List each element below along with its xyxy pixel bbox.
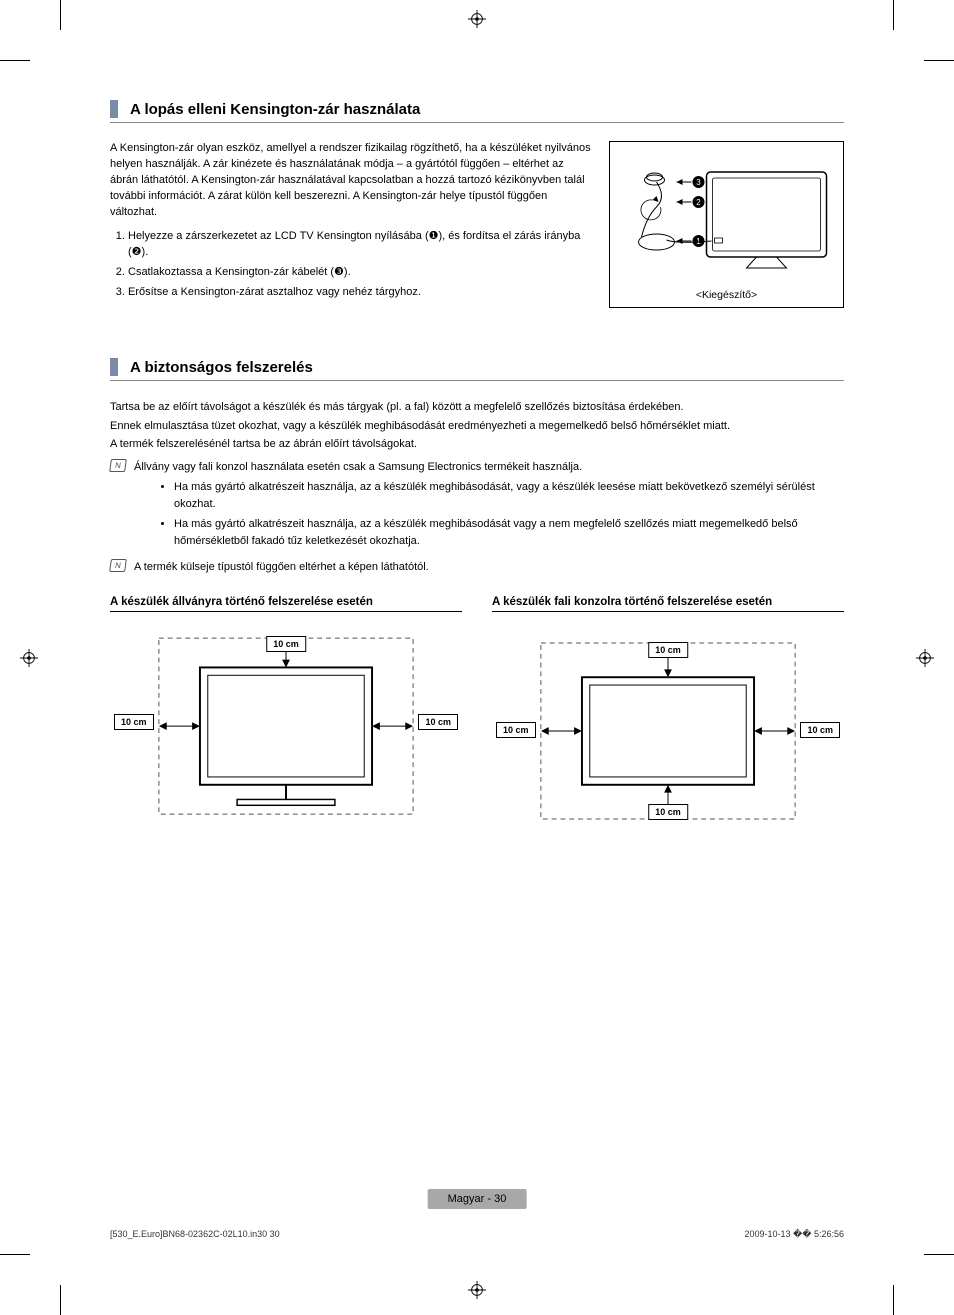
bullet-1: Ha más gyártó alkatrészeit használja, az…: [174, 479, 844, 512]
crop-mark: [893, 0, 894, 30]
section2-p1: Tartsa be az előírt távolságot a készülé…: [110, 399, 844, 416]
note-icon: N: [109, 459, 127, 472]
registration-mark-icon: [916, 649, 934, 667]
kensington-lock-figure: 3 2 1 <Kiegészítő>: [609, 141, 844, 308]
crop-mark: [893, 1285, 894, 1315]
step-3: Erősítse a Kensington-zárat asztalhoz va…: [128, 285, 591, 301]
section2-p3: A termék felszerelésénél tartsa be az áb…: [110, 436, 844, 453]
section-bar-icon: [110, 100, 118, 118]
section1-steps: Helyezze a zárszerkezetet az LCD TV Kens…: [110, 229, 591, 301]
section1-intro: A Kensington-zár olyan eszköz, amellyel …: [110, 141, 591, 221]
doc-footer-right: 2009-10-13 �� 5:26:56: [744, 1229, 844, 1240]
step-2: Csatlakoztassa a Kensington-zár kábelét …: [128, 265, 591, 281]
note-icon: N: [109, 559, 127, 572]
note-row: N Állvány vagy fali konzol használata es…: [110, 459, 844, 554]
dim-label-left: 10 cm: [496, 722, 536, 738]
doc-footer-left: [530_E.Euro]BN68-02362C-02L10.in30 30: [110, 1229, 280, 1240]
section2-p2: Ennek elmulasztása tüzet okozhat, vagy a…: [110, 418, 844, 435]
dim-label-right: 10 cm: [418, 714, 458, 730]
section-header: A lopás elleni Kensington-zár használata: [110, 100, 844, 123]
page-number: Magyar - 30: [428, 1189, 527, 1209]
registration-mark-icon: [468, 10, 486, 28]
registration-mark-icon: [20, 649, 38, 667]
svg-text:3: 3: [696, 178, 701, 187]
dim-label-left: 10 cm: [114, 714, 154, 730]
section2-title: A biztonságos felszerelés: [130, 359, 313, 376]
bullet-2: Ha más gyártó alkatrészeit használja, az…: [174, 516, 844, 549]
registration-mark-icon: [468, 1281, 486, 1299]
section1-title: A lopás elleni Kensington-zár használata: [130, 101, 420, 118]
wall-diagram: 10 cm 10 cm 10 cm 10 cm: [492, 626, 844, 836]
crop-mark: [0, 1254, 30, 1255]
note-row: N A termék külseje típustól függően elté…: [110, 559, 844, 576]
diagram-right-title: A készülék fali konzolra történő felszer…: [492, 596, 844, 612]
crop-mark: [924, 60, 954, 61]
diagram-left-title: A készülék állványra történő felszerelés…: [110, 596, 462, 612]
note2-text: A termék külseje típustól függően eltérh…: [134, 559, 844, 576]
dim-label-bottom: 10 cm: [648, 804, 688, 820]
crop-mark: [60, 0, 61, 30]
step-1: Helyezze a zárszerkezetet az LCD TV Kens…: [128, 229, 591, 261]
svg-text:2: 2: [696, 198, 701, 207]
lock-caption: <Kiegészítő>: [616, 289, 837, 301]
crop-mark: [0, 60, 30, 61]
section-header: A biztonságos felszerelés: [110, 358, 844, 381]
dim-label-top: 10 cm: [648, 642, 688, 658]
note1-text: Állvány vagy fali konzol használata eset…: [134, 461, 582, 473]
dim-label-right: 10 cm: [800, 722, 840, 738]
section-bar-icon: [110, 358, 118, 376]
stand-diagram: 10 cm 10 cm 10 cm: [110, 626, 462, 836]
dim-label-top: 10 cm: [266, 636, 306, 652]
crop-mark: [924, 1254, 954, 1255]
crop-mark: [60, 1285, 61, 1315]
